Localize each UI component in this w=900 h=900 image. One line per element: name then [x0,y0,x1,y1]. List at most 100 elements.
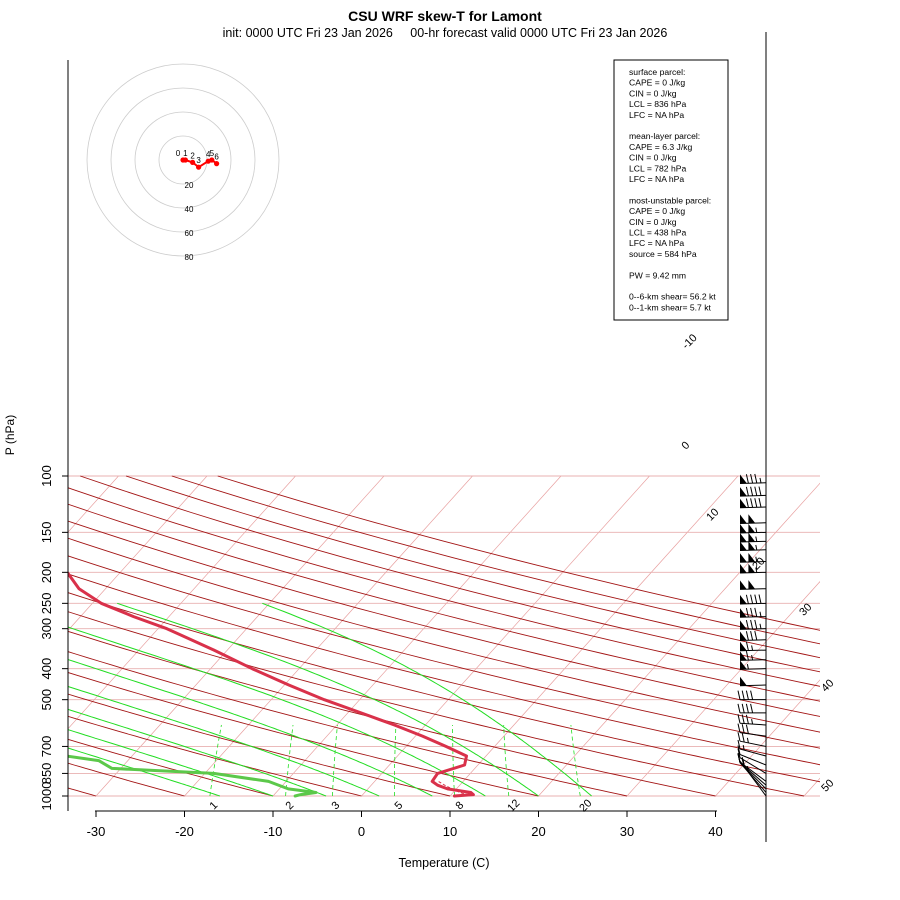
dry-adiabat [217,475,820,631]
wind-barb-staff [739,659,767,661]
wind-barb-flag [740,641,747,651]
dewpoint-line [68,754,318,798]
moist-adiabat [117,602,539,797]
hodograph-point-label: 1 [183,149,188,158]
wind-barb-staff [739,494,767,497]
y-tick-label: 200 [39,561,54,583]
hodograph-ring-label: 80 [185,253,194,262]
wind-barb-half [755,556,758,562]
wind-barb-staff [739,754,767,766]
wind-barb-flag [740,660,747,670]
wind-barb-full [745,724,749,734]
hodograph-ring [110,87,256,233]
wind-barb [739,660,767,670]
info-box [613,59,729,321]
wind-barb-flag [748,532,756,542]
wind-barb-flag [740,608,747,618]
wind-barb-flag [740,533,747,543]
hodograph-point-label: 4 [206,150,211,159]
hodograph-ring-label: 60 [185,229,194,238]
wind-barb-full [754,486,758,496]
mixing-ratio-line [503,724,510,797]
wind-barb-full [737,732,741,742]
isotherm [184,475,473,797]
dry-adiabat [171,475,820,645]
wind-barb [739,619,767,630]
wind-barb-staff [739,762,767,790]
dry-adiabat-label: 10 [704,506,721,523]
x-tick-label: 20 [531,824,545,839]
y-tick-label: 1000 [39,782,54,811]
dry-adiabat [68,503,820,702]
x-tick-label: 0 [358,824,365,839]
dry-adiabat-label: -10 [680,332,700,352]
wind-barb-flag [748,523,756,533]
wind-barb-full [745,498,749,508]
wind-barb [737,714,767,726]
isotherm [68,475,208,631]
hodograph-ring-label: 20 [185,181,194,190]
wind-barb-full [758,498,762,508]
mixing-ratio-line [209,724,222,797]
moist-adiabat-label: 2 [283,799,296,812]
wind-barb-flag [740,595,747,605]
wind-barb [739,607,767,618]
dry-adiabat [68,537,820,733]
dry-adiabat-label: 50 [819,777,836,794]
isotherm [95,475,385,797]
wind-barb [739,580,767,590]
wind-barb-flag [740,676,747,686]
wind-barb-staff [739,668,767,670]
wind-barb [739,651,767,661]
wind-barb-flag [740,580,747,590]
wind-barb-full [745,631,749,641]
wind-barb-half [742,745,745,751]
wind-barb-full [754,607,758,617]
dry-adiabat [68,630,716,797]
info-line: source = 584 hPa [629,249,697,259]
dry-adiabat [68,555,820,749]
hodograph-point-label: 6 [214,153,219,162]
dry-adiabat [68,715,362,797]
y-tick-label: 400 [39,658,54,680]
hodograph-ring [134,111,232,209]
wind-barb [737,745,767,766]
dry-adiabat-label: 40 [819,677,836,694]
wind-barb [737,690,766,701]
wind-barb-half [755,567,758,573]
wind-barb-half [755,536,758,542]
wind-barb-staff [739,602,767,605]
info-line: LFC = NA hPa [629,174,684,184]
wind-barb [739,641,767,652]
wind-barb-full [750,703,754,714]
wind-barb-full [754,619,758,630]
x-axis-label: Temperature (C) [399,856,490,870]
wind-barb-staff [739,628,767,630]
wind-barb-flag [740,620,747,630]
hodograph-point-label: 0 [176,149,181,158]
x-tick-label: -20 [175,824,194,839]
wind-barb-half [759,477,762,484]
dry-adiabat [68,762,185,797]
moist-adiabat-labels: 1 2 3 5 8 12 20 [207,797,594,814]
dry-adiabat [68,693,451,797]
wind-barb-staff [739,616,767,618]
wind-barb-flag [740,514,747,524]
dry-adiabat [68,573,820,766]
hodograph-point-label: 5 [210,149,215,158]
wind-barb-half [759,623,762,629]
info-line: most-unstable parcel: [629,195,711,205]
wind-barb-full [745,714,749,724]
wind-barb-full [750,690,754,700]
isotherm [626,581,820,797]
hodograph-ring-label: 40 [185,205,194,214]
wind-barb-full [741,703,745,714]
isotherm [538,482,820,797]
y-tick-label: 850 [39,763,54,785]
info-line: LCL = 782 hPa [629,163,686,173]
moist-adiabat [68,708,327,797]
wind-barb-full [745,620,749,630]
